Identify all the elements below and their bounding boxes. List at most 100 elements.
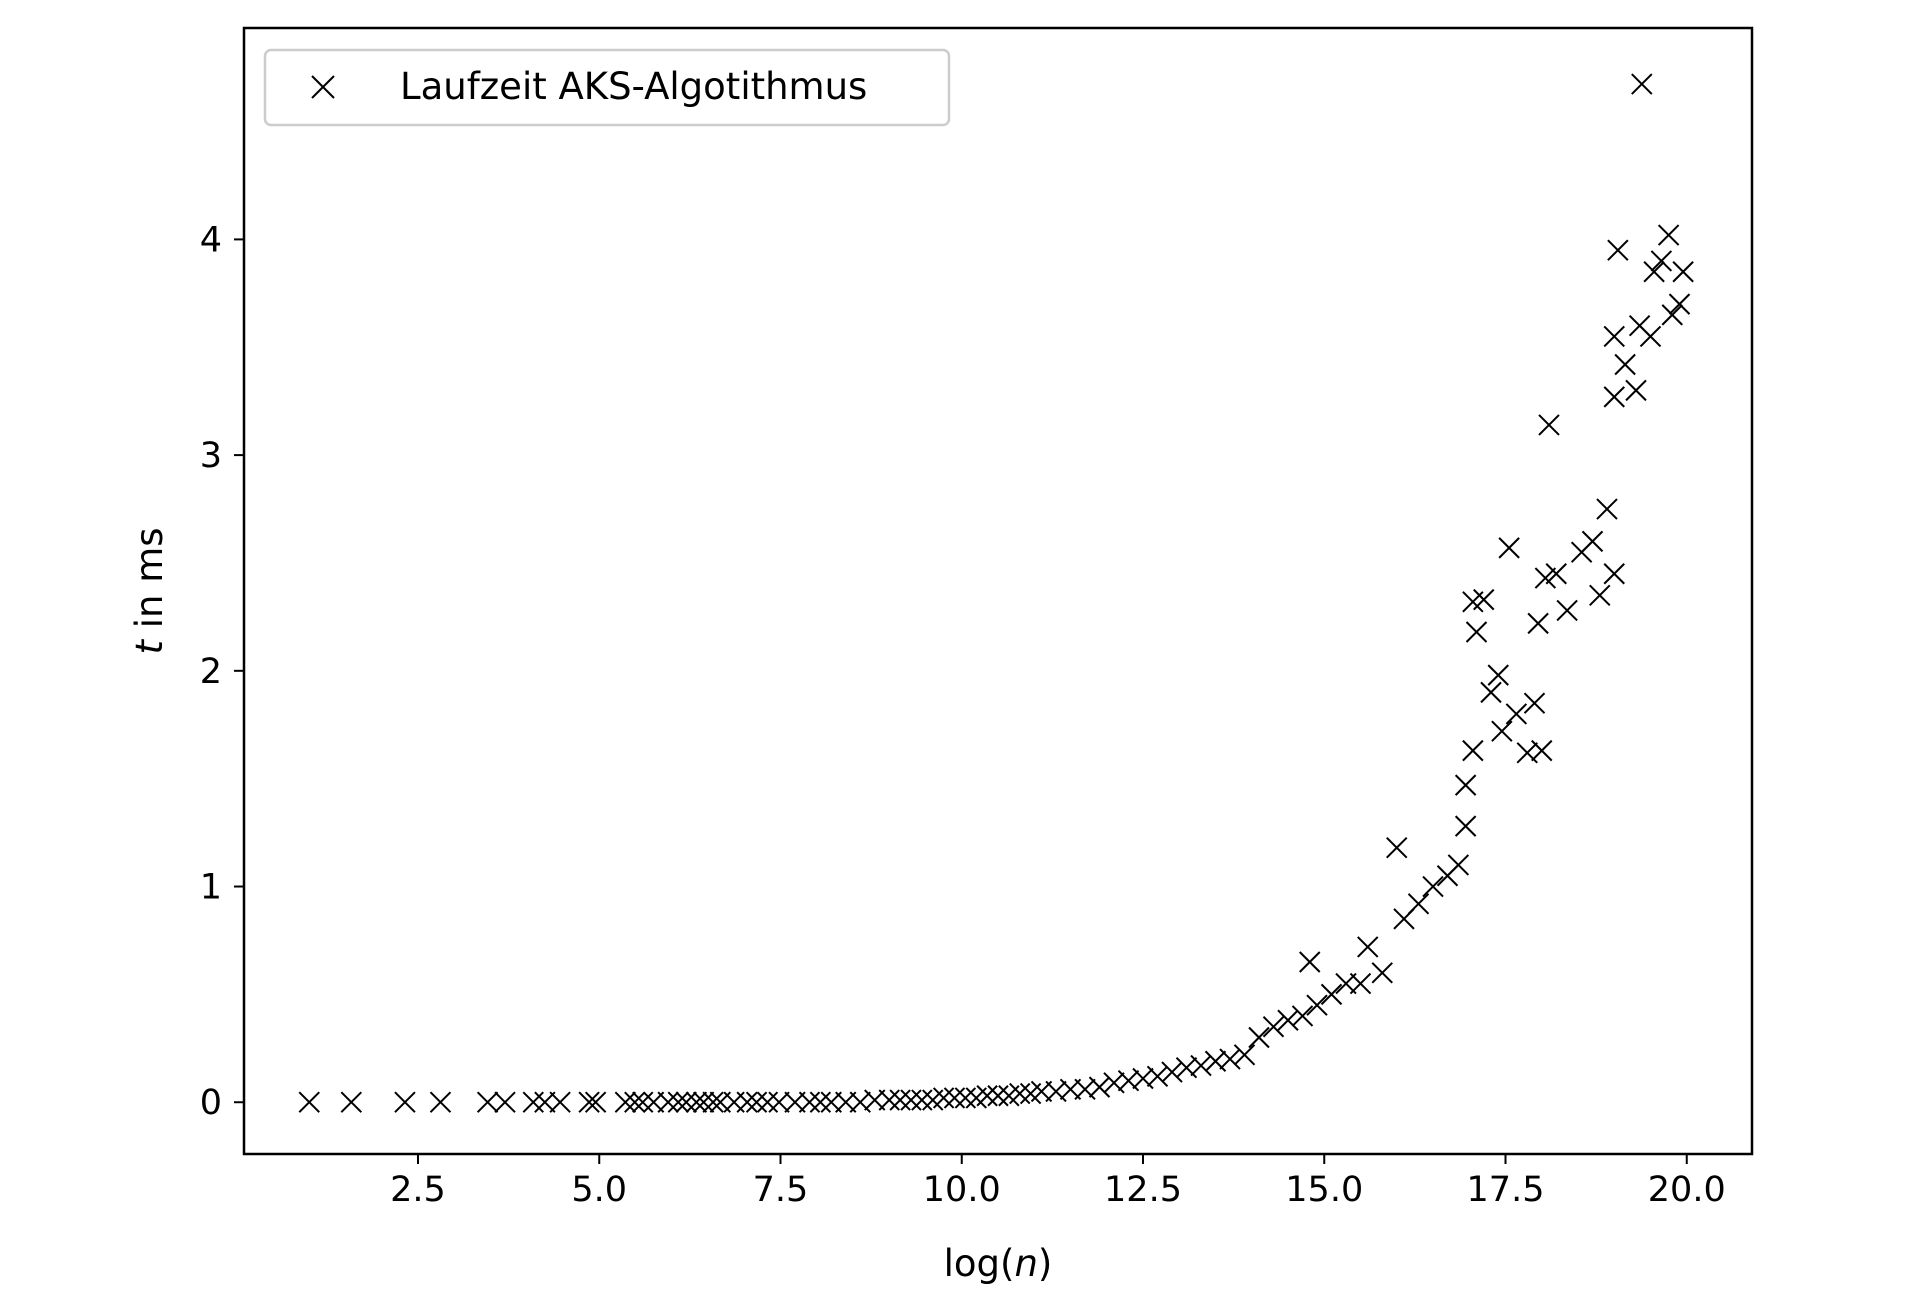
data-point: [1614, 353, 1636, 376]
data-point: [1556, 599, 1578, 622]
data-point: [692, 1091, 715, 1113]
data-point: [522, 1091, 544, 1113]
data-point: [1523, 692, 1546, 714]
x-tick-label: 12.5: [1104, 1170, 1182, 1210]
data-point: [798, 1091, 821, 1113]
data-point: [1175, 1057, 1198, 1079]
data-point: [745, 1091, 768, 1113]
data-point: [1386, 836, 1408, 859]
data-point: [1454, 774, 1477, 796]
data-point: [1581, 530, 1604, 553]
data-point: [1589, 584, 1611, 607]
data-point: [1661, 304, 1683, 326]
data-point: [298, 1091, 320, 1113]
data-point: [1657, 224, 1680, 246]
legend-box: [263, 48, 951, 127]
data-point: [494, 1091, 516, 1113]
data-point: [1603, 386, 1625, 408]
y-tick-label: 2: [200, 652, 222, 692]
data-point: [1422, 875, 1444, 898]
data-point: [1103, 1072, 1125, 1094]
data-point: [1088, 1076, 1111, 1098]
data-point: [1371, 962, 1393, 984]
data-point: [943, 1087, 966, 1109]
y-axis-label: t in ms: [128, 527, 171, 654]
data-point: [954, 1087, 977, 1109]
y-tick-label: 0: [200, 1083, 222, 1123]
data-point: [1498, 537, 1520, 559]
data-point: [1625, 379, 1647, 402]
data-point: [1132, 1067, 1154, 1090]
data-point: [1672, 261, 1694, 283]
data-point: [702, 1091, 724, 1113]
data-point: [624, 1091, 646, 1113]
data-point: [1480, 681, 1502, 704]
data-point: [1487, 664, 1509, 686]
data-point: [1219, 1048, 1241, 1070]
data-point: [756, 1091, 779, 1113]
data-point: [1117, 1069, 1140, 1092]
legend-label: Laufzeit AKS-Algotithmus: [400, 65, 867, 108]
data-point: [584, 1091, 607, 1113]
x-tick-label: 2.5: [390, 1170, 446, 1210]
data-point: [549, 1091, 571, 1113]
data-point: [1190, 1054, 1212, 1077]
data-point: [1248, 1026, 1270, 1049]
data-point: [1639, 325, 1662, 348]
data-point: [1349, 972, 1372, 995]
data-point: [429, 1091, 452, 1113]
y-axis-ticks: 0 1 2 3 4: [200, 220, 244, 1123]
data-point: [1306, 994, 1328, 1016]
y-tick-label: 1: [200, 868, 222, 908]
data-point: [1631, 73, 1653, 95]
data-point: [578, 1091, 600, 1113]
data-point: [889, 1089, 911, 1111]
data-point: [1454, 815, 1477, 837]
data-point: [1516, 742, 1538, 764]
data-point: [878, 1089, 900, 1111]
data-point: [1161, 1061, 1183, 1083]
data-point: [632, 1091, 654, 1113]
data-points: [298, 73, 1694, 1113]
data-point: [1009, 1082, 1031, 1105]
data-point: [1473, 588, 1495, 611]
legend-marker-x-icon: [311, 75, 335, 99]
data-point: [1668, 293, 1691, 315]
data-point: [932, 1087, 955, 1109]
x-tick-label: 15.0: [1285, 1170, 1363, 1210]
x-axis-label: log(n): [944, 1242, 1053, 1285]
data-point: [534, 1091, 556, 1113]
data-point: [1603, 325, 1625, 348]
x-tick-label: 20.0: [1648, 1170, 1726, 1210]
data-point: [1534, 567, 1557, 589]
data-point: [1262, 1016, 1285, 1038]
data-point: [1277, 1009, 1299, 1031]
data-point: [1299, 951, 1321, 973]
data-point: [1233, 1044, 1256, 1066]
data-point: [911, 1089, 933, 1111]
data-point: [1146, 1065, 1169, 1088]
data-point: [768, 1091, 790, 1113]
data-point: [1538, 414, 1560, 436]
data-point: [1204, 1050, 1227, 1072]
data-point: [394, 1091, 416, 1113]
data-point: [1643, 261, 1665, 283]
data-point: [1596, 498, 1618, 520]
data-point: [1527, 612, 1549, 635]
data-point: [1357, 936, 1379, 958]
data-point: [1505, 703, 1528, 725]
data-point: [1545, 563, 1567, 585]
x-axis-ticks: 2.5 5.0 7.5 10.0 12.5 15.0 17.5 20.0: [390, 1154, 1726, 1210]
data-point: [987, 1085, 1009, 1107]
data-point: [476, 1091, 499, 1113]
data-point: [614, 1091, 637, 1113]
data-point: [1407, 893, 1430, 915]
data-point: [1447, 854, 1470, 876]
data-point: [1491, 720, 1513, 742]
data-point: [1074, 1078, 1096, 1100]
data-point: [667, 1091, 689, 1113]
data-point: [809, 1091, 832, 1113]
x-tick-label: 17.5: [1467, 1170, 1545, 1210]
